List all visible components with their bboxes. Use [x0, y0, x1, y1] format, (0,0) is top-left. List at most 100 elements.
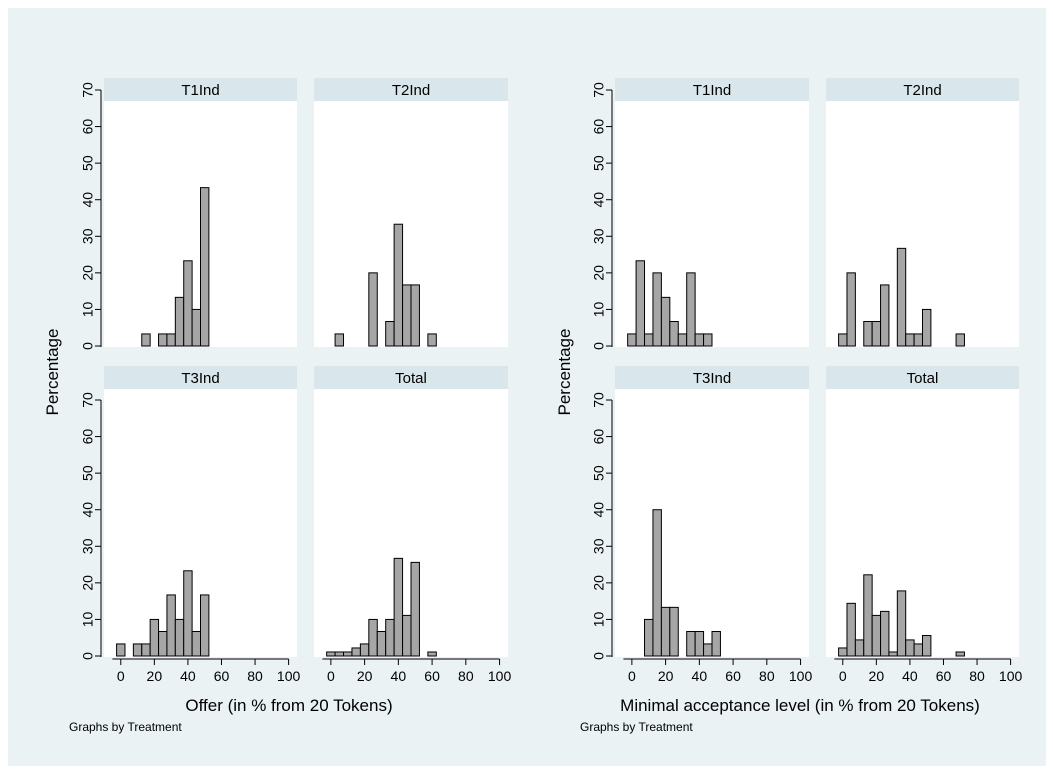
histogram-bar [863, 574, 873, 657]
histogram-bar [326, 651, 336, 657]
y-tick-label: 10 [80, 611, 96, 627]
histogram-bar [880, 284, 890, 347]
histogram-bar [141, 643, 151, 657]
x-tick-label: 0 [628, 668, 636, 684]
x-tick-label: 100 [277, 668, 301, 684]
histogram-bar [888, 651, 898, 657]
x-tick-label: 80 [759, 668, 775, 684]
histogram-bar [183, 570, 193, 657]
histogram-bar [351, 647, 361, 657]
x-tick-label: 40 [902, 668, 918, 684]
histogram-bar [896, 590, 907, 657]
y-tick-label: 60 [591, 119, 607, 135]
y-tick-label: 70 [591, 82, 607, 98]
histogram-bar [359, 643, 370, 657]
histogram-bar [677, 333, 688, 347]
histogram-bar [854, 639, 865, 657]
histogram-bar [368, 618, 378, 657]
panel-strip [314, 366, 508, 389]
y-tick-label: 20 [591, 265, 607, 281]
y-tick-label: 50 [591, 465, 607, 481]
histogram-bar [191, 308, 201, 347]
histogram-bar [669, 606, 679, 657]
x-tick-label: 60 [725, 668, 741, 684]
plot-area [615, 78, 809, 347]
histogram-bar [838, 333, 848, 347]
panel-total: Total 0 20 40 60 80 100 [826, 366, 1023, 684]
histogram-bar [376, 630, 387, 657]
panel-strip [615, 78, 809, 101]
x-tick-label: 40 [391, 668, 407, 684]
y-tick-label: 30 [80, 538, 96, 554]
panel-strip [314, 78, 508, 101]
panel-t2ind: T2Ind [826, 78, 1019, 347]
histogram-bar [922, 308, 932, 347]
y-tick-label: 30 [80, 228, 96, 244]
panel-title: T2Ind [903, 82, 941, 99]
histogram-bar [334, 333, 345, 347]
histogram-bar [183, 260, 193, 347]
panel-strip [826, 366, 1019, 389]
histogram-bar [158, 630, 168, 657]
histogram-bar [913, 333, 924, 347]
y-tick-label: 50 [591, 155, 607, 171]
histogram-bar [368, 272, 378, 347]
panel-total: Total 0 20 40 60 80 100 [314, 366, 511, 684]
histogram-bar [393, 557, 404, 657]
x-tick-label: 40 [180, 668, 196, 684]
x-tick-label: 100 [789, 668, 813, 684]
y-tick-label: 50 [80, 155, 96, 171]
histogram-bar [158, 333, 168, 347]
y-tick-label: 40 [591, 502, 607, 518]
histogram-bar [191, 630, 201, 657]
histogram-bar [846, 272, 856, 347]
y-tick-label: 50 [80, 465, 96, 481]
histogram-bar [880, 610, 890, 657]
histogram-bar [141, 333, 151, 347]
histogram-bar [427, 651, 437, 657]
x-tick-label: 100 [488, 668, 512, 684]
y-tick-label: 60 [591, 429, 607, 445]
histogram-bar [686, 272, 696, 347]
y-tick-label: 60 [80, 119, 96, 135]
histogram-bar [669, 320, 679, 347]
y-tick-label: 0 [591, 652, 607, 660]
y-tick-label: 10 [591, 301, 607, 317]
x-tick-label: 60 [424, 668, 440, 684]
x-tick-label: 20 [869, 668, 885, 684]
plot-area [826, 366, 1019, 657]
y-tick-label: 0 [80, 342, 96, 350]
histogram-bar [922, 635, 932, 657]
histogram-bar [846, 602, 856, 657]
histogram-bar [627, 333, 637, 347]
y-tick-label: 10 [80, 301, 96, 317]
histogram-bar [703, 643, 713, 657]
histogram-bar [166, 333, 176, 347]
y-tick-label: 20 [591, 575, 607, 591]
panel-t3ind: T3Ind 0 10 20 30 40 50 60 70 0 20 40 60 80 100 [591, 366, 813, 684]
y-tick-label: 10 [591, 611, 607, 627]
histogram-bar [644, 333, 654, 347]
x-tick-label: 60 [214, 668, 230, 684]
histogram-bar [644, 618, 654, 657]
x-tick-label: 60 [936, 668, 952, 684]
histogram-bar [871, 614, 882, 657]
y-axis-title: Percentage [43, 329, 62, 416]
panel-strip [826, 78, 1019, 101]
histogram-bar [410, 561, 420, 657]
histogram-bar [652, 509, 662, 657]
panel-t1ind: T1Ind 0 10 20 30 40 50 60 70 [80, 78, 297, 350]
histogram-bar [652, 272, 662, 347]
histogram-bar [913, 643, 924, 657]
panel-title: T3Ind [181, 370, 219, 387]
histogram-bar [863, 320, 873, 347]
panel-title: T2Ind [392, 82, 430, 99]
graphs-by-note: Graphs by Treatment [580, 720, 693, 734]
y-tick-label: 40 [80, 192, 96, 208]
histogram-bar [393, 223, 404, 347]
panel-title: T1Ind [181, 82, 219, 99]
x-tick-label: 0 [839, 668, 847, 684]
histogram-bar [174, 296, 185, 347]
panel-strip [104, 366, 297, 389]
